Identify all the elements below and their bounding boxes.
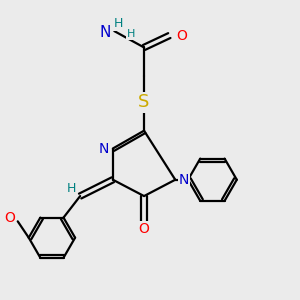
Text: O: O [176,28,187,43]
Text: S: S [138,93,150,111]
Text: O: O [4,212,15,225]
Text: N: N [179,173,189,187]
Text: H: H [67,182,76,195]
Text: H: H [127,29,135,39]
Text: H: H [114,17,124,30]
Text: N: N [100,25,111,40]
Text: O: O [139,222,149,236]
Text: N: N [99,142,109,155]
